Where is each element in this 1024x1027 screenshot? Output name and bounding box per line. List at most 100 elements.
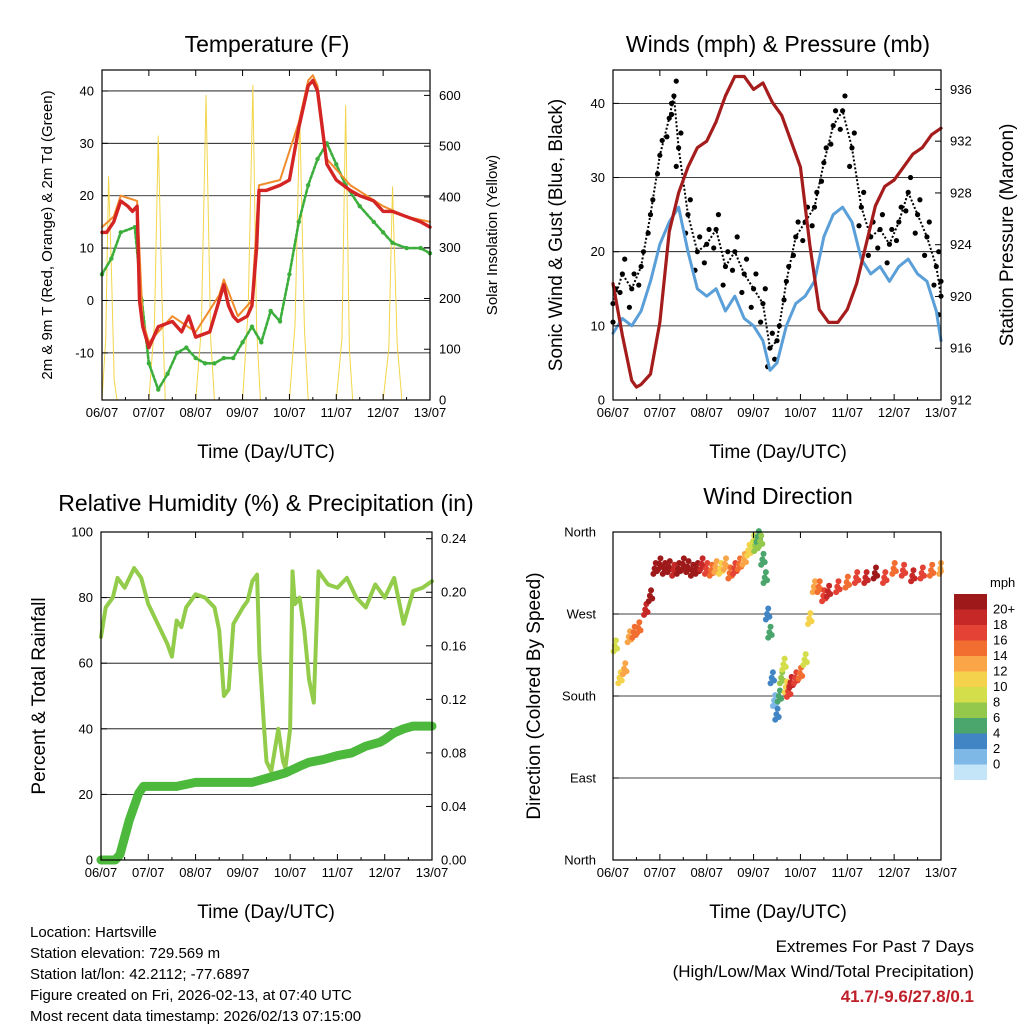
direction-point <box>891 559 898 566</box>
direction-point <box>864 577 871 584</box>
gust-point <box>743 256 750 262</box>
gust-point <box>889 226 895 233</box>
direction-point <box>765 605 772 612</box>
legend-label: 20+ <box>993 602 1015 617</box>
gust-point <box>671 93 677 99</box>
x-tick-label: 10/07 <box>784 405 817 420</box>
temperature-title: Temperature (F) <box>185 31 350 57</box>
2m-td-line <box>100 142 432 391</box>
direction-point <box>787 691 794 698</box>
gust-point <box>884 260 890 266</box>
y-right-tick-label: 936 <box>950 82 972 97</box>
gust-point <box>922 252 928 258</box>
y-tick-label: 20 <box>79 787 93 802</box>
direction-point <box>769 669 776 676</box>
station-info: Location: Hartsville Station elevation: … <box>30 922 361 1027</box>
winds-title: Winds (mph) & Pressure (mb) <box>626 31 930 57</box>
direction-point <box>844 573 851 580</box>
temperature-ticks: 06/07 07/07 08/07 09/07 10/07 11/07 12/07 13/07… <box>75 70 461 420</box>
direction-point <box>921 572 928 579</box>
legend-swatch <box>954 594 987 610</box>
y-right-tick-label: 600 <box>439 88 461 103</box>
gust-point <box>739 289 745 296</box>
direction-ylabel: Direction (Colored By Speed) <box>524 572 545 819</box>
2m-t-line <box>100 78 432 350</box>
y-tick-label: 30 <box>80 136 94 151</box>
direction-point <box>704 559 711 566</box>
humidity-title: Relative Humidity (%) & Precipitation (i… <box>58 490 473 516</box>
direction-point <box>812 578 819 585</box>
direction-panel: Wind Direction 06/07 07/07 08/07 09/07 10/07… <box>524 483 1015 923</box>
direction-point <box>863 569 870 576</box>
direction-point <box>759 540 766 547</box>
legend-swatch <box>954 687 987 703</box>
legend-swatch <box>954 671 987 687</box>
temperature-ylabel: 2m & 9m T (Red, Orange) & 2m Td (Green) <box>39 90 56 379</box>
legend-label: 16 <box>993 633 1007 648</box>
direction-point <box>666 558 673 565</box>
gust-point <box>762 286 768 292</box>
direction-point <box>874 572 881 579</box>
relative-humidity-line <box>99 566 434 774</box>
gust-point <box>748 304 754 310</box>
gust-point <box>828 141 834 147</box>
winds-xlabel: Time (Day/UTC) <box>709 442 847 463</box>
direction-point <box>768 631 775 638</box>
x-tick-label: 09/07 <box>226 405 259 420</box>
x-tick-label: 08/07 <box>179 865 212 880</box>
winds-ylabel: Sonic Wind & Gust (Blue, Black) <box>546 99 567 371</box>
direction-point <box>827 590 834 597</box>
gust-point <box>753 271 759 277</box>
temperature-series <box>99 74 433 401</box>
direction-ticks: 06/07 07/07 08/07 09/07 10/07 11/07 12/07 13/07… <box>562 525 957 881</box>
gust-point <box>912 230 918 236</box>
gust-point <box>903 208 909 214</box>
y-tick-label: 40 <box>80 83 94 98</box>
x-tick-label: 13/07 <box>925 405 958 420</box>
gust-point <box>711 245 717 251</box>
direction-point <box>774 705 781 712</box>
direction-point <box>776 687 783 694</box>
temperature-ylabel-right: Solar Insolation (Yellow) <box>484 155 501 315</box>
x-tick-label: 12/07 <box>878 865 911 880</box>
winds-ticks: 06/07 07/07 08/07 09/07 10/07 11/07 12/07 13/07… <box>591 70 972 420</box>
gust-point <box>893 237 900 244</box>
gust-point <box>847 163 853 170</box>
gust-point <box>617 289 623 296</box>
y-right-tick-label: 0.12 <box>441 692 466 707</box>
direction-point <box>836 586 843 593</box>
y-tick-label: 40 <box>79 721 93 736</box>
gust-point <box>687 197 693 203</box>
y-right-tick-label: 0.08 <box>441 745 466 760</box>
gust-point <box>842 93 848 99</box>
humidity-panel: Relative Humidity (%) & Precipitation (i… <box>29 490 474 923</box>
humidity-xlabel: Time (Day/UTC) <box>197 902 335 923</box>
y-right-tick-label: 0.20 <box>441 585 466 600</box>
gust-point <box>697 234 703 240</box>
gust-point <box>832 108 839 114</box>
gust-point <box>734 234 740 240</box>
legend-swatch <box>954 733 987 749</box>
direction-point <box>911 575 918 582</box>
direction-point <box>766 613 773 620</box>
x-tick-label: 09/07 <box>737 865 770 880</box>
legend-label: 2 <box>993 741 1000 756</box>
gust-point <box>936 249 942 255</box>
direction-point <box>782 663 789 670</box>
y-right-tick-label: 0 <box>439 393 446 408</box>
total-rainfall-line <box>96 721 437 865</box>
legend-swatch <box>954 702 987 718</box>
gust-point <box>879 212 886 218</box>
y-right-tick-label: 0.16 <box>441 638 466 653</box>
x-tick-label: 06/07 <box>597 865 630 880</box>
y-tick-label: 10 <box>80 241 94 256</box>
direction-point <box>910 567 917 574</box>
direction-point <box>802 651 809 658</box>
direction-point <box>622 660 629 667</box>
direction-point <box>775 713 782 720</box>
gust-point <box>865 252 871 258</box>
y-right-tick-label: 0.04 <box>441 799 466 814</box>
legend-label: 8 <box>993 695 1000 710</box>
y-tick-label: 20 <box>80 188 94 203</box>
gust-point <box>664 134 670 140</box>
